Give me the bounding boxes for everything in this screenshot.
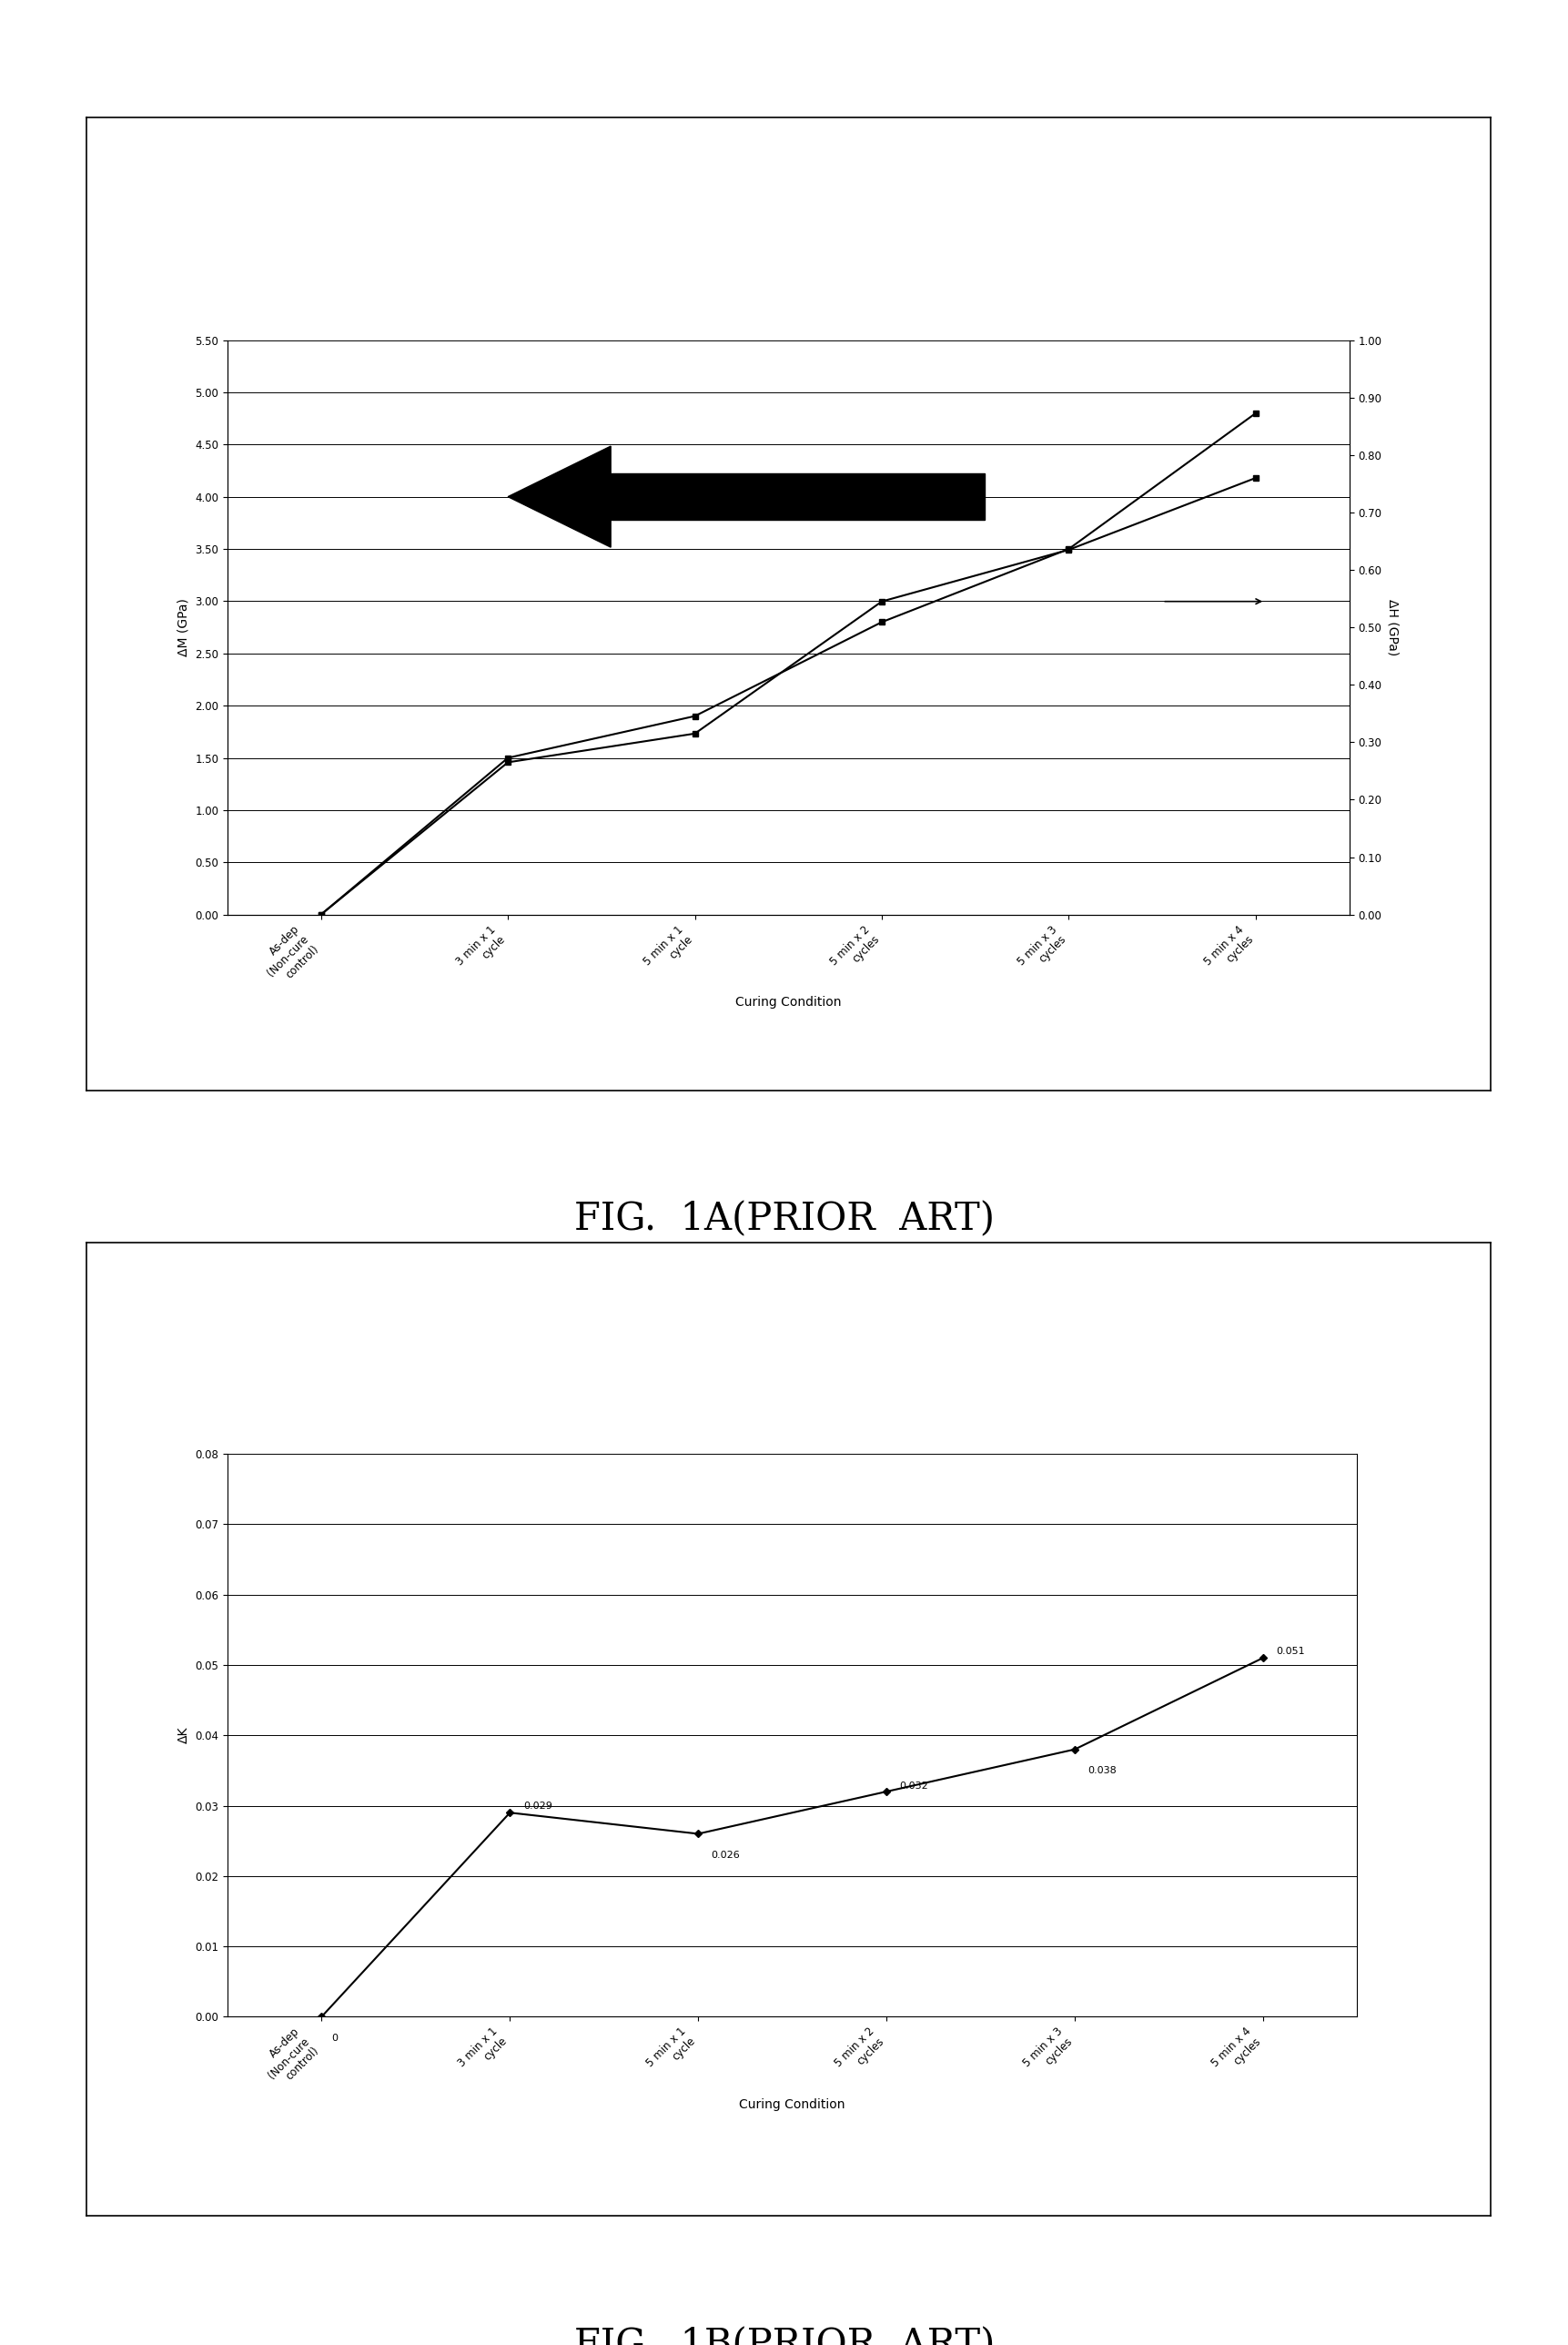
Text: FIG.  1A(PRIOR  ART): FIG. 1A(PRIOR ART) — [574, 1201, 994, 1238]
Text: 0.038: 0.038 — [1087, 1766, 1116, 1775]
Y-axis label: ΔK: ΔK — [177, 1726, 190, 1745]
X-axis label: Curing Condition: Curing Condition — [739, 2099, 845, 2110]
Text: FIG.  1B(PRIOR  ART): FIG. 1B(PRIOR ART) — [574, 2326, 994, 2345]
Bar — [610, 474, 985, 521]
X-axis label: Curing Condition: Curing Condition — [735, 997, 840, 1008]
Polygon shape — [508, 446, 610, 546]
Text: 0.029: 0.029 — [522, 1801, 552, 1810]
Text: 0: 0 — [331, 2033, 337, 2042]
Y-axis label: ΔM (GPa): ΔM (GPa) — [177, 598, 190, 657]
Y-axis label: ΔH (GPa): ΔH (GPa) — [1386, 598, 1399, 657]
Text: 0.032: 0.032 — [898, 1782, 928, 1792]
Text: 0.051: 0.051 — [1275, 1646, 1305, 1656]
Text: 0.026: 0.026 — [710, 1850, 740, 1860]
